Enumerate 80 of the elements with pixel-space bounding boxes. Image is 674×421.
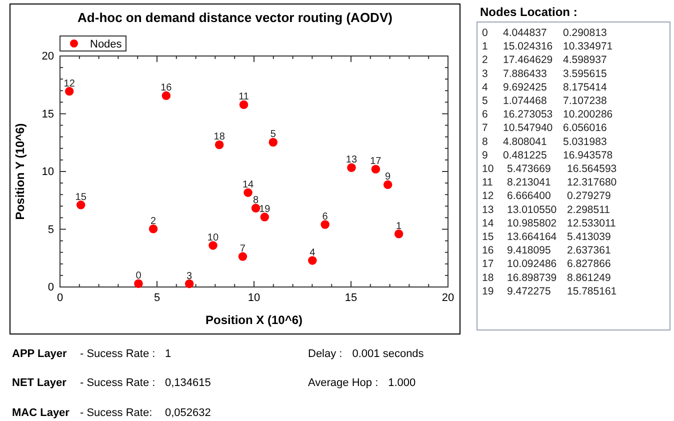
x-tick-label: 20 xyxy=(442,292,454,304)
point xyxy=(371,164,380,174)
x-axis-title: Position X (10^6) xyxy=(205,313,303,327)
point xyxy=(394,230,404,238)
point xyxy=(76,200,86,210)
text: 0 4.044837 0.290813 xyxy=(482,27,607,39)
annotation: 8 xyxy=(253,195,260,206)
point xyxy=(162,91,171,100)
annotation: 1 xyxy=(396,220,402,232)
annotation: 3 xyxy=(186,270,193,282)
point xyxy=(208,241,218,250)
annotation: 9 xyxy=(385,172,392,183)
point xyxy=(308,256,317,265)
text: Average Hop : 1.000 xyxy=(308,377,416,389)
annotation: 14 xyxy=(242,180,254,191)
point xyxy=(214,140,224,150)
text: 8 4.808041 5.031983 xyxy=(482,136,607,148)
text: Nodes Location : xyxy=(480,5,578,19)
chart-title: Ad-hoc on demand distance vector routing (AODV) xyxy=(78,10,392,25)
text: 19 9.472275 15.785161 xyxy=(482,285,617,298)
text: 11 8.213041 12.317680 xyxy=(482,176,617,189)
x-tick-label: 10 xyxy=(248,292,260,304)
text: APP Layer - Sucess Rate : 1 xyxy=(12,348,172,360)
text: 17 10.092486 6.827866 xyxy=(482,258,611,270)
text: 4 9.692425 8.175414 xyxy=(482,81,607,94)
point xyxy=(251,204,260,212)
annotation: 5 xyxy=(270,129,276,140)
annotation: 6 xyxy=(322,211,328,222)
y-tick-label: 0 xyxy=(48,282,54,294)
text: 12 6.666400 0.279279 xyxy=(482,190,611,202)
annotation: 0 xyxy=(136,270,142,282)
y-tick-label: 5 xyxy=(48,224,54,236)
annotation: 12 xyxy=(64,78,76,90)
text: 15 13.664164 5.413039 xyxy=(482,231,611,243)
point xyxy=(260,212,269,222)
text: 2 17.464629 4.598937 xyxy=(482,54,607,66)
x-tick-label: 0 xyxy=(56,292,64,304)
point xyxy=(64,86,74,96)
text: 13 13.010550 2.298511 xyxy=(482,204,610,216)
point xyxy=(239,100,248,110)
annotation: 16 xyxy=(160,82,172,94)
text: 5 1.074468 7.107238 xyxy=(482,95,607,107)
annotation: 17 xyxy=(370,156,382,168)
y-tick-label: 15 xyxy=(42,108,54,120)
point xyxy=(320,220,330,229)
text: 18 16.898739 8.861249 xyxy=(482,272,611,284)
text: 16 9.418095 2.637361 xyxy=(482,244,611,257)
y-axis-title: Position Y (10^6) xyxy=(13,123,27,220)
y-tick-label: 10 xyxy=(42,166,54,178)
text: 6 16.273053 10.200286 xyxy=(482,108,613,121)
annotation: 2 xyxy=(150,216,156,227)
point xyxy=(238,252,248,261)
point xyxy=(347,163,356,172)
text: NET Layer - Sucess Rate : 0,134615 xyxy=(12,377,211,389)
annotation: 7 xyxy=(240,244,246,255)
annotation: 19 xyxy=(259,204,271,216)
annotation: 13 xyxy=(346,154,358,166)
y-tick-label: 20 xyxy=(42,50,54,63)
x-tick-label: 15 xyxy=(344,292,358,304)
point xyxy=(148,224,158,234)
legend-label: Nodes xyxy=(90,38,122,50)
text: 9 0.481225 16.943578 xyxy=(482,149,613,162)
point xyxy=(134,279,143,288)
text: 14 10.985802 12.533011 xyxy=(482,217,616,230)
text: 1 15.024316 10.334971 xyxy=(482,40,613,53)
text: 7 10.547940 6.056016 xyxy=(482,122,607,134)
point xyxy=(268,138,278,147)
text: 3 7.886433 3.595615 xyxy=(482,68,607,80)
annotation: 10 xyxy=(207,232,219,244)
point xyxy=(184,279,194,288)
text: Delay : 0.001 seconds xyxy=(308,348,424,360)
point xyxy=(244,188,252,197)
text: 10 5.473669 16.564593 xyxy=(482,163,617,175)
x-tick-label: 5 xyxy=(154,292,160,304)
annotation: 15 xyxy=(75,192,87,203)
annotation: 11 xyxy=(238,92,250,103)
annotation: 18 xyxy=(214,132,226,143)
annotation: 4 xyxy=(310,247,316,258)
point xyxy=(383,180,392,190)
text: MAC Layer - Sucess Rate: 0,052632 xyxy=(12,407,211,419)
